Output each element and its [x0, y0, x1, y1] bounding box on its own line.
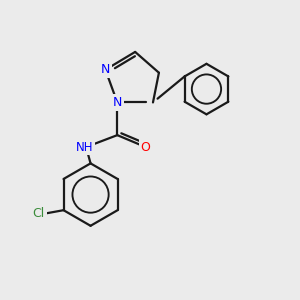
- Text: NH: NH: [76, 140, 93, 154]
- Text: N: N: [101, 63, 110, 76]
- Text: N: N: [112, 96, 122, 109]
- Text: Cl: Cl: [33, 207, 45, 220]
- Text: O: O: [141, 140, 151, 154]
